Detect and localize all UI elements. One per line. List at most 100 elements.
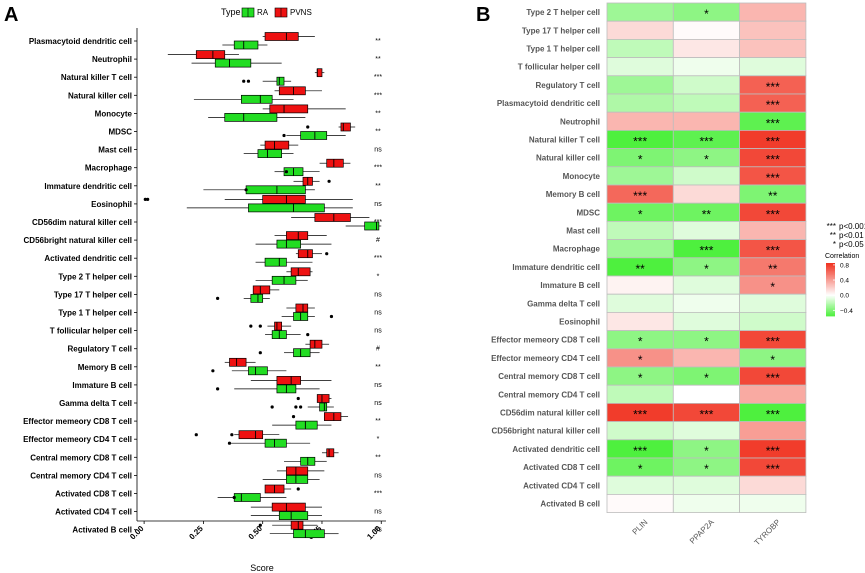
heatmap-cell	[606, 293, 674, 313]
heatmap-cell	[739, 57, 807, 77]
colorbar-segment	[826, 305, 835, 308]
heatmap-cell-stars: ***	[633, 444, 647, 458]
heatmap-cell-stars: ***	[766, 98, 780, 112]
row-label: Central memory CD8 T cell	[30, 453, 132, 462]
sig-legend-symbol: **	[830, 231, 836, 240]
row-label: Activated dendritic cell	[44, 254, 132, 263]
ra-outlier	[299, 405, 303, 409]
ra-box	[364, 221, 380, 231]
colorbar-segment	[826, 274, 835, 277]
heatmap-cell-stars: ***	[766, 153, 780, 167]
significance-label: ns	[374, 310, 382, 317]
ra-outlier	[270, 405, 274, 409]
pvns-box	[286, 466, 309, 476]
row-label: Immature dendritic cell	[44, 182, 132, 191]
heatmap-row-label: Neutrophil	[560, 117, 600, 126]
significance-label: **	[375, 454, 381, 461]
colorbar-segment	[826, 281, 835, 284]
pvns-box	[195, 50, 226, 59]
colorbar-segment	[826, 286, 835, 289]
x-tick-label: 0.50	[247, 524, 265, 542]
heatmap-row-label: Activated dendritic cell	[512, 445, 600, 454]
heatmap-row-label: Macrophage	[553, 245, 601, 254]
row-label: Effector memeory CD4 T cell	[23, 435, 132, 444]
heatmap-cell-stars: *	[638, 335, 643, 349]
ra-box	[264, 438, 287, 448]
heatmap-cell	[739, 2, 807, 22]
row-label: Neutrophil	[92, 55, 132, 64]
heatmap-cell	[672, 293, 740, 313]
heatmap-row-label: Mast cell	[566, 227, 600, 236]
heatmap-cell-stars: ***	[699, 244, 713, 258]
heatmap-cell	[672, 75, 740, 95]
heatmap-row-label: Plasmacytoid dendritic cell	[497, 99, 600, 108]
pvns-box	[278, 86, 306, 96]
row-label: Type 2 T helper cell	[58, 272, 132, 281]
ra-outlier	[329, 314, 334, 319]
colorbar-title: Correlation	[825, 253, 859, 260]
significance-label: ns	[374, 291, 382, 298]
heatmap-cell-stars: ***	[766, 135, 780, 149]
colorbar-segment	[826, 289, 835, 292]
ra-outlier	[282, 133, 286, 138]
significance-label: *	[377, 273, 380, 280]
heatmap-cell	[606, 57, 674, 77]
heatmap-cell	[606, 475, 674, 495]
heatmap-cell-stars: ***	[633, 408, 647, 422]
significance-label: #	[376, 346, 380, 353]
heatmap-cell	[606, 111, 674, 131]
colorbar: Correlation 0.8 0.4 0.0 −0.4	[825, 253, 859, 317]
row-label: T follicular helper cell	[50, 327, 132, 336]
heatmap-cell-stars: *	[704, 7, 709, 21]
row-label: Effector memeory CD8 T cell	[23, 417, 132, 426]
row-label: CD56dim natural killer cell	[32, 218, 132, 227]
heatmap-row-label: Monocyte	[563, 172, 601, 181]
heatmap-cell-stars: *	[638, 153, 643, 167]
pvns-box	[286, 231, 309, 240]
colorbar-segment	[826, 263, 835, 265]
heatmap-column-label: PLIN	[631, 518, 650, 537]
heatmap-cell-stars: ***	[766, 371, 780, 385]
heatmap-cell-stars: ***	[766, 244, 780, 258]
x-axis-title: Score	[250, 563, 274, 573]
heatmap-cell-stars: *	[638, 353, 643, 367]
heatmap-cell	[606, 421, 674, 441]
heatmap-cell	[672, 57, 740, 77]
ra-outlier	[242, 79, 246, 83]
pvns-box	[326, 158, 344, 168]
row-label: Plasmacytoid dendritic cell	[29, 37, 132, 46]
row-label: Natural killer cell	[68, 91, 132, 100]
ra-box	[240, 94, 273, 104]
heatmap-cell-stars: ***	[766, 80, 780, 94]
significance-label: **	[375, 364, 381, 371]
heatmap-cell	[672, 384, 740, 404]
heatmap-cell-stars: **	[702, 207, 712, 221]
heatmap-cell	[606, 493, 674, 513]
pvns-box	[290, 267, 311, 277]
heatmap-cell	[672, 275, 740, 295]
heatmap-cell	[672, 475, 740, 495]
significance-label: ns	[374, 509, 382, 516]
pvns-box	[238, 430, 264, 440]
heatmap-cell	[672, 493, 740, 513]
row-label: Activated CD4 T cell	[55, 508, 132, 517]
significance-label: **	[375, 110, 381, 117]
ra-box	[276, 76, 285, 86]
x-tick-label: 0.25	[187, 524, 205, 542]
row-label: Type 1 T helper cell	[58, 309, 132, 318]
row-label: Natural killer T cell	[61, 73, 132, 82]
significance-label: ***	[374, 491, 382, 498]
heatmap-cell	[672, 111, 740, 131]
ra-box	[293, 529, 325, 539]
heatmap-column-label: PPAP2A	[688, 517, 716, 545]
ra-outlier	[294, 405, 298, 409]
heatmap-cell	[739, 311, 807, 331]
pvns-box	[252, 285, 271, 295]
legend-label-ra: RA	[257, 8, 269, 17]
row-label: Macrophage	[85, 164, 133, 173]
heatmap-cell-stars: ***	[699, 135, 713, 149]
pvns-outlier	[296, 487, 300, 491]
pvns-outlier	[194, 433, 198, 437]
panel-a-label: A	[4, 4, 18, 26]
pvns-box	[316, 394, 330, 403]
